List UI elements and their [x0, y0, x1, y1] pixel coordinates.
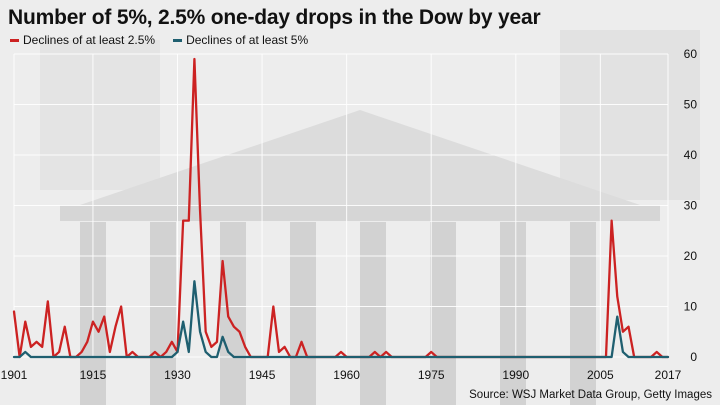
- y-tick-label-40: 40: [684, 148, 698, 162]
- y-tick-label-10: 10: [684, 300, 698, 314]
- y-tick-label-60: 60: [684, 47, 698, 61]
- x-tick-label-1901: 1901: [1, 368, 28, 382]
- legend-swatch-red: [10, 38, 19, 42]
- x-tick-label-1975: 1975: [418, 368, 445, 382]
- x-tick-label-1990: 1990: [502, 368, 529, 382]
- legend-item-red: Declines of at least 2.5%: [10, 33, 155, 47]
- y-tick-label-50: 50: [684, 98, 698, 112]
- legend-item-teal: Declines of at least 5%: [173, 33, 308, 47]
- chart-title: Number of 5%, 2.5% one-day drops in the …: [8, 6, 541, 29]
- y-tick-label-0: 0: [690, 350, 697, 364]
- source-note: Source: WSJ Market Data Group, Getty Ima…: [469, 389, 712, 401]
- x-tick-label-2005: 2005: [587, 368, 614, 382]
- x-tick-label-2017: 2017: [655, 368, 682, 382]
- x-tick-label-1930: 1930: [164, 368, 191, 382]
- x-tick-label-1915: 1915: [80, 368, 107, 382]
- x-tick-label-1945: 1945: [249, 368, 276, 382]
- series-line-declines-5pct: [12, 280, 670, 359]
- series-line-declines-2-5pct: [12, 57, 670, 359]
- legend: Declines of at least 2.5% Declines of at…: [10, 33, 308, 47]
- legend-label-red: Declines of at least 2.5%: [23, 33, 156, 47]
- legend-label-teal: Declines of at least 5%: [186, 33, 309, 47]
- y-tick-label-30: 30: [684, 199, 698, 213]
- y-tick-label-20: 20: [684, 249, 698, 263]
- x-tick-label-1960: 1960: [333, 368, 360, 382]
- legend-swatch-teal: [173, 38, 183, 42]
